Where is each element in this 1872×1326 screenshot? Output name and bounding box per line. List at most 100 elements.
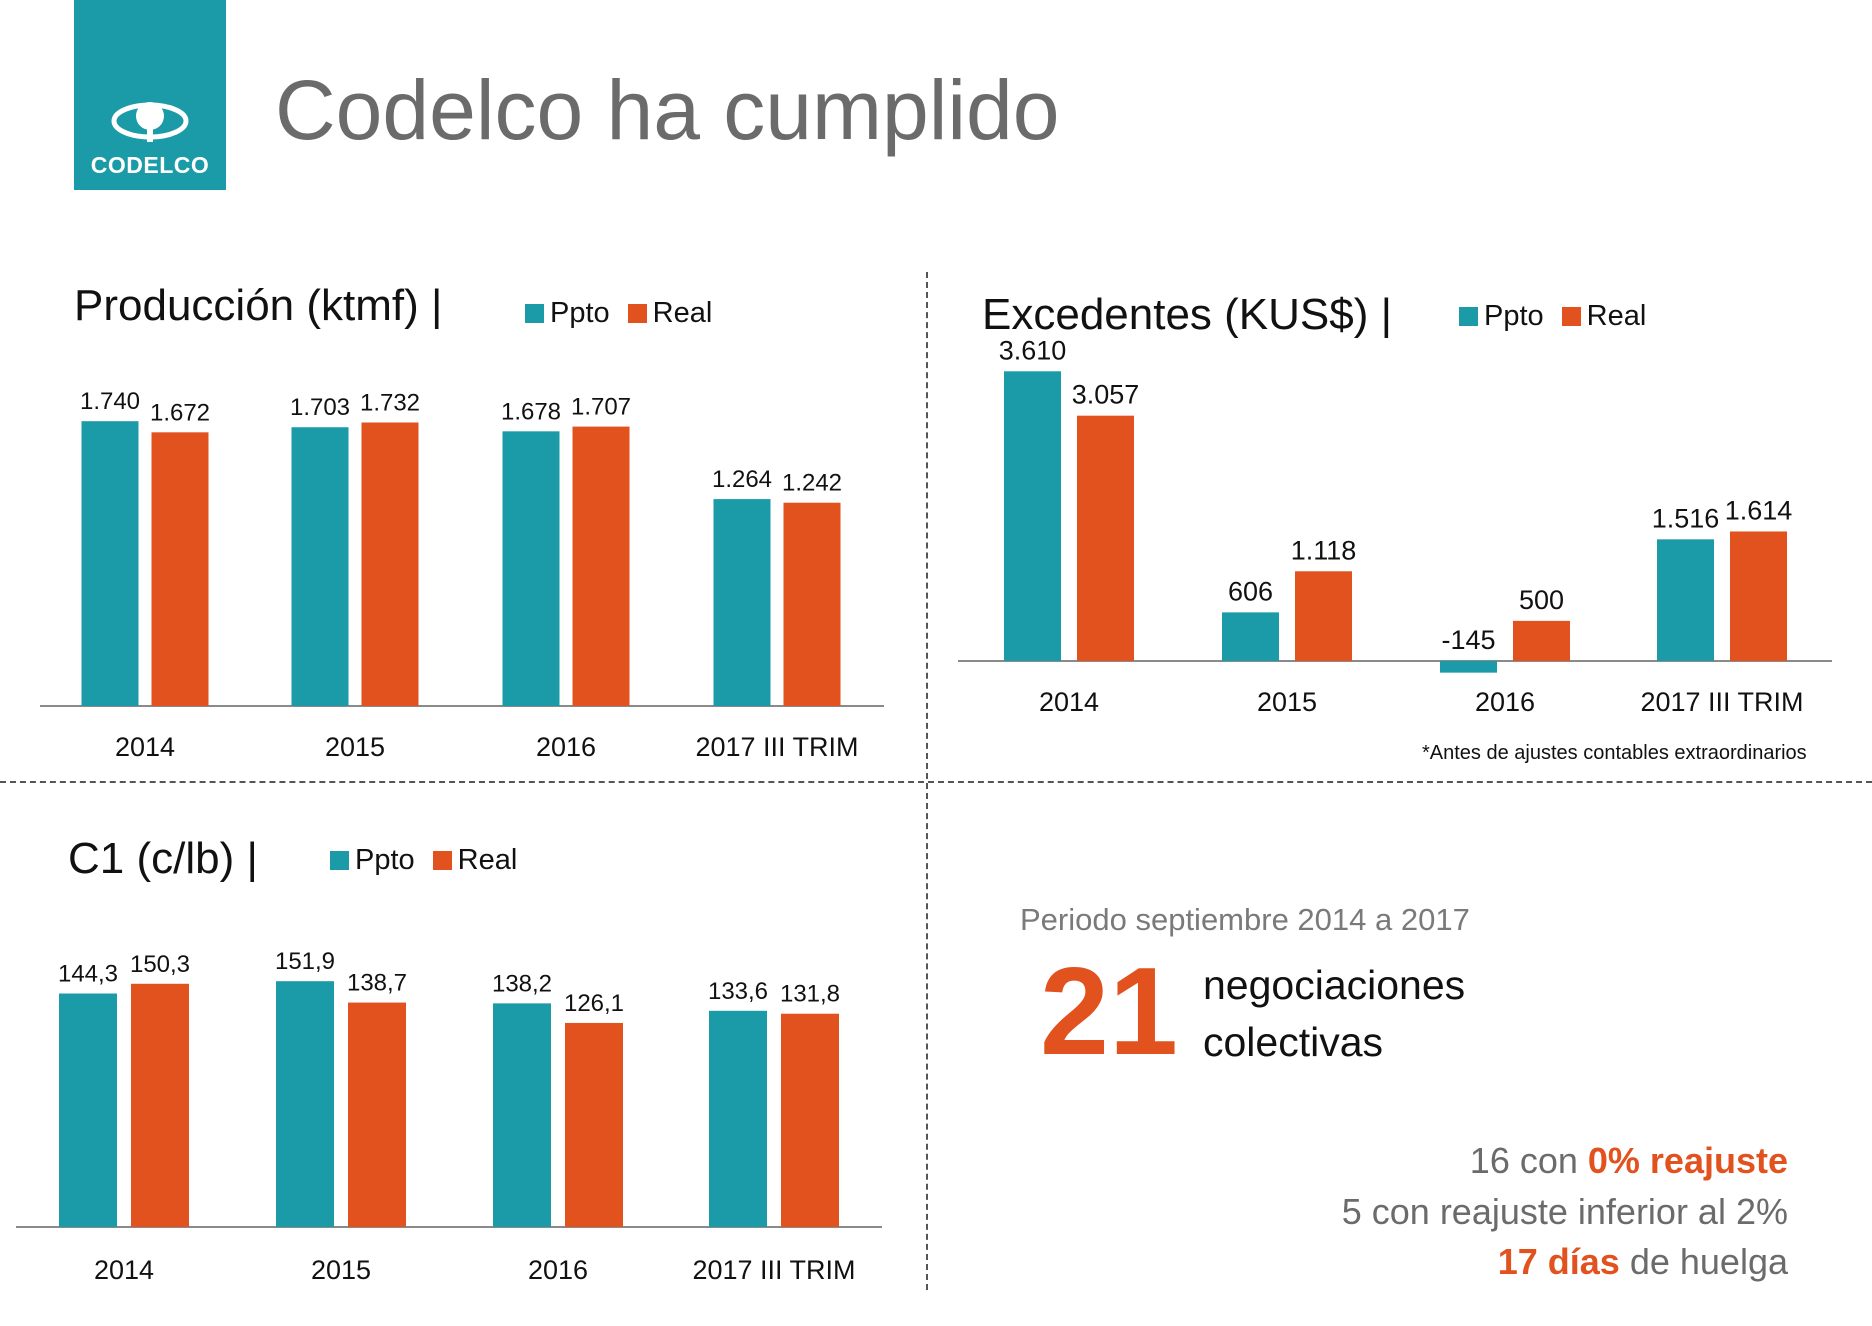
data-label-real: 500 (1519, 585, 1564, 615)
category-label: 2014 (115, 732, 175, 762)
data-label-ppto: 3.610 (999, 335, 1067, 365)
chart-title-excedentes: Excedentes (KUS$) | (982, 290, 1393, 339)
data-label-real: 1.614 (1725, 495, 1793, 525)
data-label-real: 1.242 (782, 470, 842, 497)
bar-real (572, 426, 630, 706)
bar-ppto (493, 1003, 551, 1227)
legend-item-ppto: Ppto (330, 844, 415, 877)
logo-emblem-icon (111, 102, 189, 142)
legend-swatch-real (432, 851, 452, 870)
codelco-logo: CODELCO (74, 0, 226, 190)
data-label-ppto: 144,3 (58, 960, 118, 987)
category-label: 2017 III TRIM (695, 732, 858, 762)
legend-swatch-ppto (525, 304, 544, 323)
bar-real (1513, 620, 1570, 661)
category-label: 2016 (1475, 687, 1535, 717)
legend-swatch-ppto (330, 851, 349, 870)
bar-ppto (59, 993, 117, 1227)
period-text: Periodo septiembre 2014 a 2017 (1020, 902, 1470, 937)
bar-real (361, 422, 419, 706)
legend-label-real: Real (1586, 300, 1647, 332)
data-label-ppto: 1.678 (501, 398, 561, 425)
bar-real (781, 1013, 839, 1227)
bar-real (1730, 531, 1787, 661)
bar-real (1077, 415, 1134, 661)
legend-c1: Ppto Real (330, 844, 535, 877)
negotiations-label-line2: colectivas (1203, 1019, 1384, 1065)
data-label-ppto: -145 (1441, 625, 1495, 655)
legend-excedentes: Ppto Real (1459, 300, 1664, 333)
legend-label-ppto: Ppto (1484, 300, 1544, 332)
data-label-real: 1.732 (360, 389, 420, 416)
data-label-ppto: 133,6 (708, 978, 768, 1005)
legend-label-real: Real (457, 844, 518, 876)
data-label-ppto: 1.703 (290, 394, 350, 421)
category-label: 2015 (311, 1255, 371, 1285)
data-label-real: 1.118 (1291, 535, 1357, 565)
legend-item-real: Real (1561, 300, 1647, 333)
bar-ppto (276, 981, 334, 1227)
bar-real (1295, 571, 1352, 661)
bar-ppto (81, 421, 139, 706)
bar-ppto (1222, 612, 1279, 661)
bar-ppto (291, 427, 349, 706)
data-label-real: 131,8 (780, 981, 840, 1008)
bar-real (151, 432, 209, 706)
data-label-ppto: 138,2 (492, 970, 552, 997)
category-label: 2016 (528, 1255, 588, 1285)
legend-swatch-real (627, 304, 647, 323)
category-label: 2014 (94, 1255, 154, 1285)
data-label-ppto: 1.740 (80, 388, 140, 415)
bar-ppto (713, 499, 771, 706)
stat-strike-highlight: 17 días (1497, 1241, 1620, 1282)
legend-item-real: Real (627, 297, 713, 330)
category-label: 2016 (536, 732, 596, 762)
bar-real (565, 1022, 623, 1227)
negotiations-label-line1: negociaciones (1203, 962, 1466, 1008)
stat-zero-prefix: 16 con (1469, 1140, 1588, 1181)
bar-real (783, 502, 841, 706)
bar-real (131, 983, 189, 1227)
data-label-real: 150,3 (130, 951, 190, 978)
horizontal-divider (0, 781, 1872, 783)
page-title: Codelco ha cumplido (275, 63, 1060, 157)
negotiations-count: 21 (1040, 943, 1178, 1081)
data-label-ppto: 606 (1228, 576, 1273, 606)
data-label-real: 3.057 (1072, 380, 1140, 410)
legend-label-real: Real (652, 297, 713, 329)
bar-ppto (1657, 539, 1714, 661)
bar-ppto (1004, 371, 1061, 661)
bar-ppto (502, 431, 560, 706)
legend-item-ppto: Ppto (1459, 300, 1544, 333)
category-label: 2015 (1257, 687, 1317, 717)
logo-text: CODELCO (90, 152, 210, 178)
legend-swatch-ppto (1459, 307, 1478, 326)
data-label-real: 126,1 (564, 990, 624, 1017)
legend-item-real: Real (432, 844, 518, 877)
data-label-real: 138,7 (347, 970, 407, 997)
stat-strike-days: 17 días de huelga (1498, 1241, 1788, 1283)
stat-low-readjust: 5 con reajuste inferior al 2% (1341, 1191, 1788, 1232)
stat-zero-highlight: 0% reajuste (1587, 1140, 1788, 1181)
bar-ppto (709, 1010, 767, 1227)
bar-real (348, 1002, 406, 1227)
data-label-real: 1.672 (150, 399, 210, 426)
category-label: 2015 (325, 732, 385, 762)
category-label: 2017 III TRIM (692, 1255, 855, 1285)
legend-produccion: Ppto Real (525, 297, 730, 330)
category-label: 2017 III TRIM (1640, 687, 1803, 717)
legend-swatch-real (1561, 307, 1581, 326)
legend-item-ppto: Ppto (525, 297, 610, 330)
legend-label-ppto: Ppto (550, 297, 610, 329)
data-label-ppto: 1.264 (712, 466, 772, 493)
data-label-ppto: 1.516 (1652, 503, 1720, 533)
data-label-ppto: 151,9 (275, 948, 335, 975)
footnote-excedentes: *Antes de ajustes contables extraordinar… (1422, 742, 1807, 764)
stat-zero-readjust: 16 con 0% reajuste (1470, 1140, 1788, 1182)
category-label: 2014 (1039, 687, 1099, 717)
legend-label-ppto: Ppto (355, 844, 415, 876)
bar-ppto (1440, 661, 1497, 673)
data-label-real: 1.707 (571, 394, 631, 421)
chart-title-produccion: Producción (ktmf) | (74, 281, 443, 330)
